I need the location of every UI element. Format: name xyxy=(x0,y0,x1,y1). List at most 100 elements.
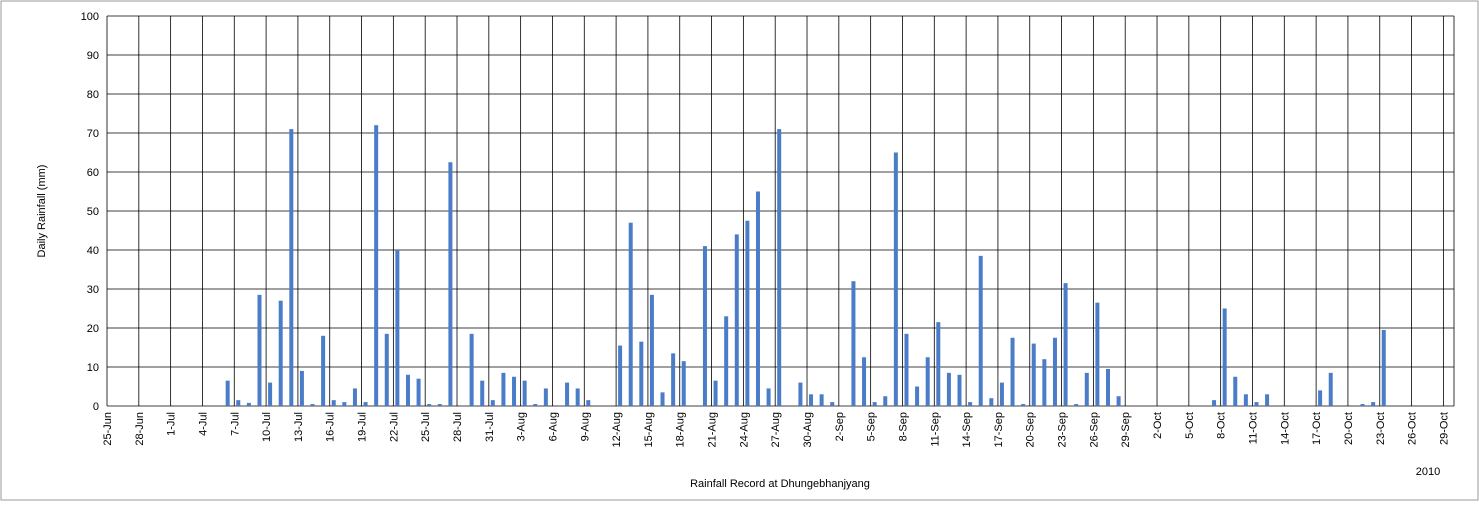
bar xyxy=(819,394,824,406)
x-tick-label: 26-Oct xyxy=(1407,412,1419,445)
x-tick-label: 21-Aug xyxy=(707,412,719,447)
bar xyxy=(1318,390,1323,406)
y-tick-label: 50 xyxy=(87,206,99,218)
bar xyxy=(660,392,665,406)
bar xyxy=(639,341,644,406)
x-tick-label: 20-Sep xyxy=(1025,412,1037,447)
bar xyxy=(798,382,803,406)
annotation: 2010 xyxy=(1416,466,1440,478)
bar xyxy=(1074,404,1079,406)
bar xyxy=(374,125,379,406)
x-tick-label: 3-Aug xyxy=(516,412,528,441)
bar xyxy=(512,376,517,406)
y-tick-label: 0 xyxy=(93,401,99,413)
bar xyxy=(989,398,994,406)
bar xyxy=(862,357,867,406)
x-tick-label: 13-Jul xyxy=(293,412,305,442)
bar xyxy=(501,372,506,406)
x-tick-label: 30-Aug xyxy=(802,412,814,447)
x-tick-label: 17-Oct xyxy=(1311,412,1323,445)
bar xyxy=(872,402,877,406)
x-tick-label: 2-Sep xyxy=(834,412,846,441)
x-tick-label: 24-Aug xyxy=(738,412,750,447)
x-tick-label: 23-Oct xyxy=(1375,412,1387,445)
bar xyxy=(1021,404,1026,406)
x-tick-label: 25-Jul xyxy=(420,412,432,442)
bar xyxy=(310,404,315,406)
bar xyxy=(893,152,898,406)
bar xyxy=(946,372,951,406)
x-tick-label: 26-Sep xyxy=(1088,412,1100,447)
x-tick-label: 5-Sep xyxy=(866,412,878,441)
bar xyxy=(448,162,453,406)
bar xyxy=(830,402,835,406)
bar xyxy=(257,294,262,406)
bar xyxy=(957,374,962,406)
bar xyxy=(1212,400,1217,406)
bar xyxy=(405,374,410,406)
bar xyxy=(936,322,941,406)
x-tick-label: 27-Aug xyxy=(770,412,782,447)
bar xyxy=(427,404,432,406)
x-tick-label: 16-Jul xyxy=(325,412,337,442)
bar xyxy=(1063,283,1068,406)
bar xyxy=(342,402,347,406)
x-tick-label: 8-Sep xyxy=(897,412,909,441)
bar xyxy=(1052,337,1057,406)
bar xyxy=(246,402,251,406)
bar xyxy=(1328,372,1333,406)
x-tick-label: 10-Jul xyxy=(261,412,273,442)
bar xyxy=(586,400,591,406)
y-tick-label: 30 xyxy=(87,284,99,296)
bar xyxy=(1031,343,1036,406)
bar xyxy=(225,380,230,406)
bar xyxy=(745,220,750,406)
bar xyxy=(437,404,442,406)
bar xyxy=(289,129,294,406)
bar xyxy=(724,316,729,406)
x-tick-label: 19-Jul xyxy=(357,412,369,442)
bar xyxy=(331,400,336,406)
bar xyxy=(469,333,474,406)
y-tick-label: 40 xyxy=(87,245,99,257)
y-tick-label: 100 xyxy=(81,11,99,23)
x-tick-label: 1-Jul xyxy=(166,412,178,436)
bar xyxy=(925,357,930,406)
bar xyxy=(268,382,273,406)
bar xyxy=(809,394,814,406)
bar xyxy=(777,129,782,406)
bar xyxy=(522,380,527,406)
bar xyxy=(1010,337,1015,406)
bar xyxy=(236,400,241,406)
x-tick-label: 15-Aug xyxy=(643,412,655,447)
bar xyxy=(618,345,623,406)
x-tick-label: 29-Oct xyxy=(1438,412,1450,445)
x-tick-label: 18-Aug xyxy=(675,412,687,447)
bar xyxy=(766,388,771,406)
bar xyxy=(1371,402,1376,406)
bar xyxy=(480,380,485,406)
bar xyxy=(1084,372,1089,406)
y-axis-title: Daily Rainfall (mm) xyxy=(36,165,48,258)
x-tick-label: 29-Sep xyxy=(1120,412,1132,447)
bar xyxy=(533,404,538,406)
bar xyxy=(1095,302,1100,406)
bar xyxy=(1381,329,1386,406)
bar xyxy=(565,382,570,406)
y-tick-label: 70 xyxy=(87,128,99,140)
bar xyxy=(278,300,283,406)
y-tick-label: 20 xyxy=(87,323,99,335)
bar xyxy=(352,388,357,406)
x-tick-label: 17-Sep xyxy=(993,412,1005,447)
x-tick-label: 20-Oct xyxy=(1343,412,1355,445)
y-tick-label: 80 xyxy=(87,89,99,101)
bar xyxy=(755,191,760,406)
bar xyxy=(681,361,686,406)
x-tick-label: 11-Sep xyxy=(929,412,941,447)
bar xyxy=(575,388,580,406)
x-tick-label: 25-Jun xyxy=(102,412,114,446)
bar xyxy=(384,333,389,406)
bar xyxy=(416,378,421,406)
bar xyxy=(395,250,400,406)
